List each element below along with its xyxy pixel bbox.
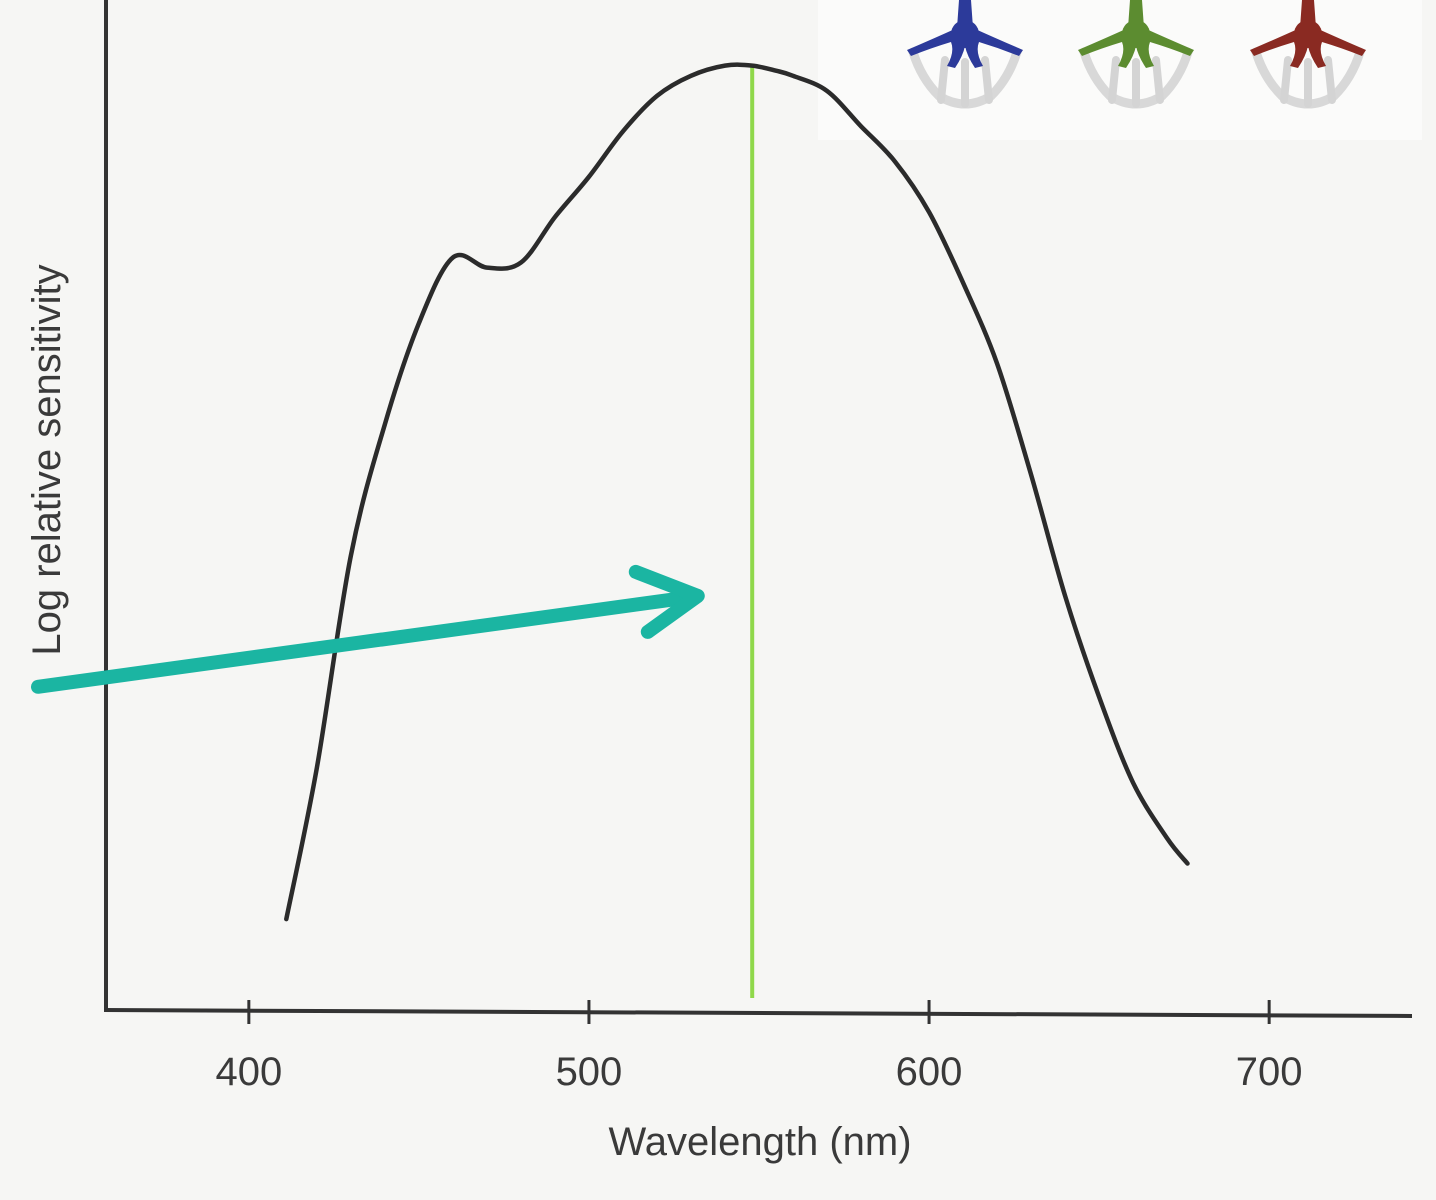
- x-tick-label: 700: [1236, 1050, 1303, 1094]
- sensitivity-curve: [284, 62, 1190, 922]
- x-axis-line: [103, 1008, 1413, 1018]
- annotation-arrow: [30, 564, 705, 694]
- green-cone-icon: [1078, 0, 1194, 109]
- plot-area: [30, 62, 1190, 998]
- cone-icons: [907, 0, 1366, 109]
- cone-body: [1122, 20, 1150, 48]
- axes: [103, 0, 1413, 1018]
- cone-base-legs: [937, 56, 993, 108]
- cone-base-legs: [1280, 56, 1336, 108]
- x-axis-title: Wavelength (nm): [608, 1120, 911, 1164]
- y-axis-title: Log relative sensitivity: [25, 264, 69, 655]
- cone-base-legs: [1108, 56, 1164, 108]
- arrow-shaft: [30, 589, 699, 694]
- cone-body: [1294, 20, 1322, 48]
- x-tick-label: 500: [556, 1050, 623, 1094]
- cone-body: [951, 20, 979, 48]
- red-cone-icon: [1250, 0, 1366, 109]
- x-ticks: 400 500 600 700: [215, 1000, 1303, 1094]
- blue-cone-icon: [907, 0, 1023, 109]
- x-tick-label: 600: [896, 1050, 963, 1094]
- arrow-head: [628, 564, 705, 639]
- x-tick-label: 400: [215, 1050, 282, 1094]
